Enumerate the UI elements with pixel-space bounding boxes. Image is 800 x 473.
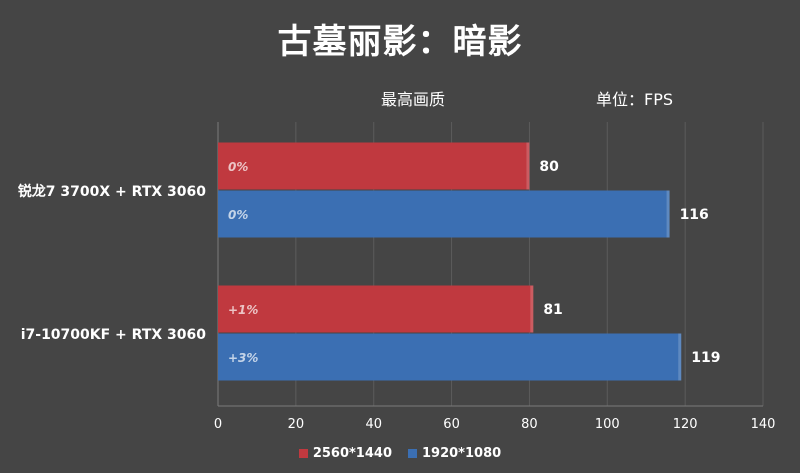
bar-percent-label: +3%	[228, 351, 258, 365]
bar-value-label: 116	[680, 207, 709, 223]
legend-label-series-1: 2560*1440	[312, 446, 392, 461]
legend-swatch-series-1	[298, 449, 308, 458]
bar-edge-highlight	[530, 285, 534, 333]
bar	[218, 142, 530, 190]
bar-value-label: 81	[543, 302, 562, 318]
x-tick-label: 40	[365, 417, 382, 432]
chart-subtitle-quality: 最高画质	[381, 90, 446, 109]
chart-title: 古墓丽影：暗影	[277, 22, 523, 62]
bar-percent-label: 0%	[228, 160, 248, 174]
bar-value-label: 80	[539, 159, 559, 175]
bar-edge-highlight	[526, 142, 530, 190]
bar-percent-label: +1%	[228, 303, 258, 317]
bar-edge-highlight	[678, 333, 682, 381]
bar-edge-highlight	[666, 190, 670, 238]
bar	[218, 190, 670, 238]
legend-swatch-series-2	[408, 449, 417, 458]
x-tick-label: 20	[288, 417, 305, 432]
bar-value-label: 119	[691, 350, 720, 366]
x-tick-label: 60	[443, 417, 460, 432]
bar-percent-label: 0%	[228, 208, 248, 222]
category-label: i7-10700KF + RTX 3060	[21, 327, 207, 343]
bar	[218, 285, 534, 333]
legend-item-series-1: 2560*1440	[298, 446, 392, 461]
bar	[218, 333, 682, 381]
chart-subtitle-unit: 单位：FPS	[596, 90, 674, 109]
x-tick-label: 120	[673, 417, 698, 432]
legend-label-series-2: 1920*1080	[422, 446, 502, 461]
x-tick-label: 100	[595, 417, 620, 432]
x-tick-label: 80	[521, 417, 538, 432]
x-tick-label: 140	[751, 417, 776, 432]
x-tick-label: 0	[214, 417, 222, 432]
chart-legend: 2560*1440 1920*1080	[0, 446, 800, 461]
category-label: 锐龙7 3700X + RTX 3060	[18, 183, 206, 200]
legend-item-series-2: 1920*1080	[408, 446, 501, 461]
